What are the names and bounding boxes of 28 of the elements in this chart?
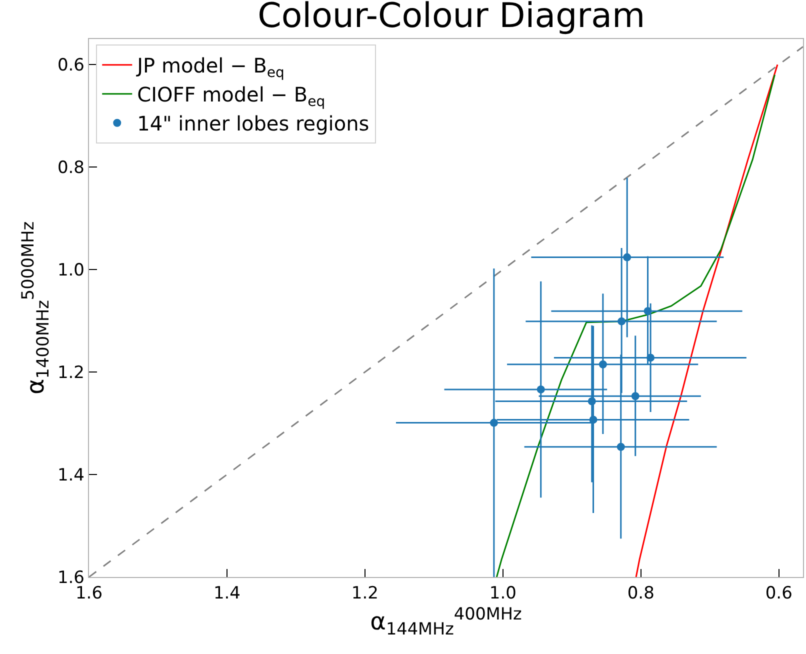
point — [644, 307, 652, 316]
x-tick-label: 0.6 — [765, 584, 792, 604]
point — [490, 418, 498, 427]
x-tick-label: 0.8 — [627, 584, 654, 604]
legend-label: 14" inner lobes regions — [137, 112, 370, 136]
y-tick-label: 1.0 — [57, 260, 84, 281]
x-tick-label: 1.6 — [75, 584, 103, 604]
y-tick-label: 0.8 — [57, 158, 84, 178]
point — [631, 392, 640, 400]
y-tick-label: 1.2 — [57, 363, 84, 383]
chart-title: Colour-Colour Diagram — [258, 0, 646, 36]
line-series — [496, 74, 776, 577]
point — [646, 354, 655, 362]
point — [588, 397, 596, 406]
x-tick-label: 1.0 — [489, 584, 516, 604]
point — [623, 253, 632, 262]
line-series — [635, 64, 778, 577]
x-tick-label: 1.2 — [351, 584, 378, 604]
x-tick-label: 1.4 — [213, 584, 240, 604]
point — [616, 442, 625, 451]
legend-label: CIOFF model − B$_{eq}$ — [137, 82, 326, 110]
point — [598, 360, 607, 368]
point — [589, 416, 598, 424]
legend-label: JP model − B$_{eq}$ — [135, 54, 284, 81]
point — [618, 317, 626, 326]
y-tick-label: 1.4 — [57, 465, 84, 486]
y-tick-label: 0.6 — [57, 56, 84, 76]
point — [536, 385, 545, 394]
